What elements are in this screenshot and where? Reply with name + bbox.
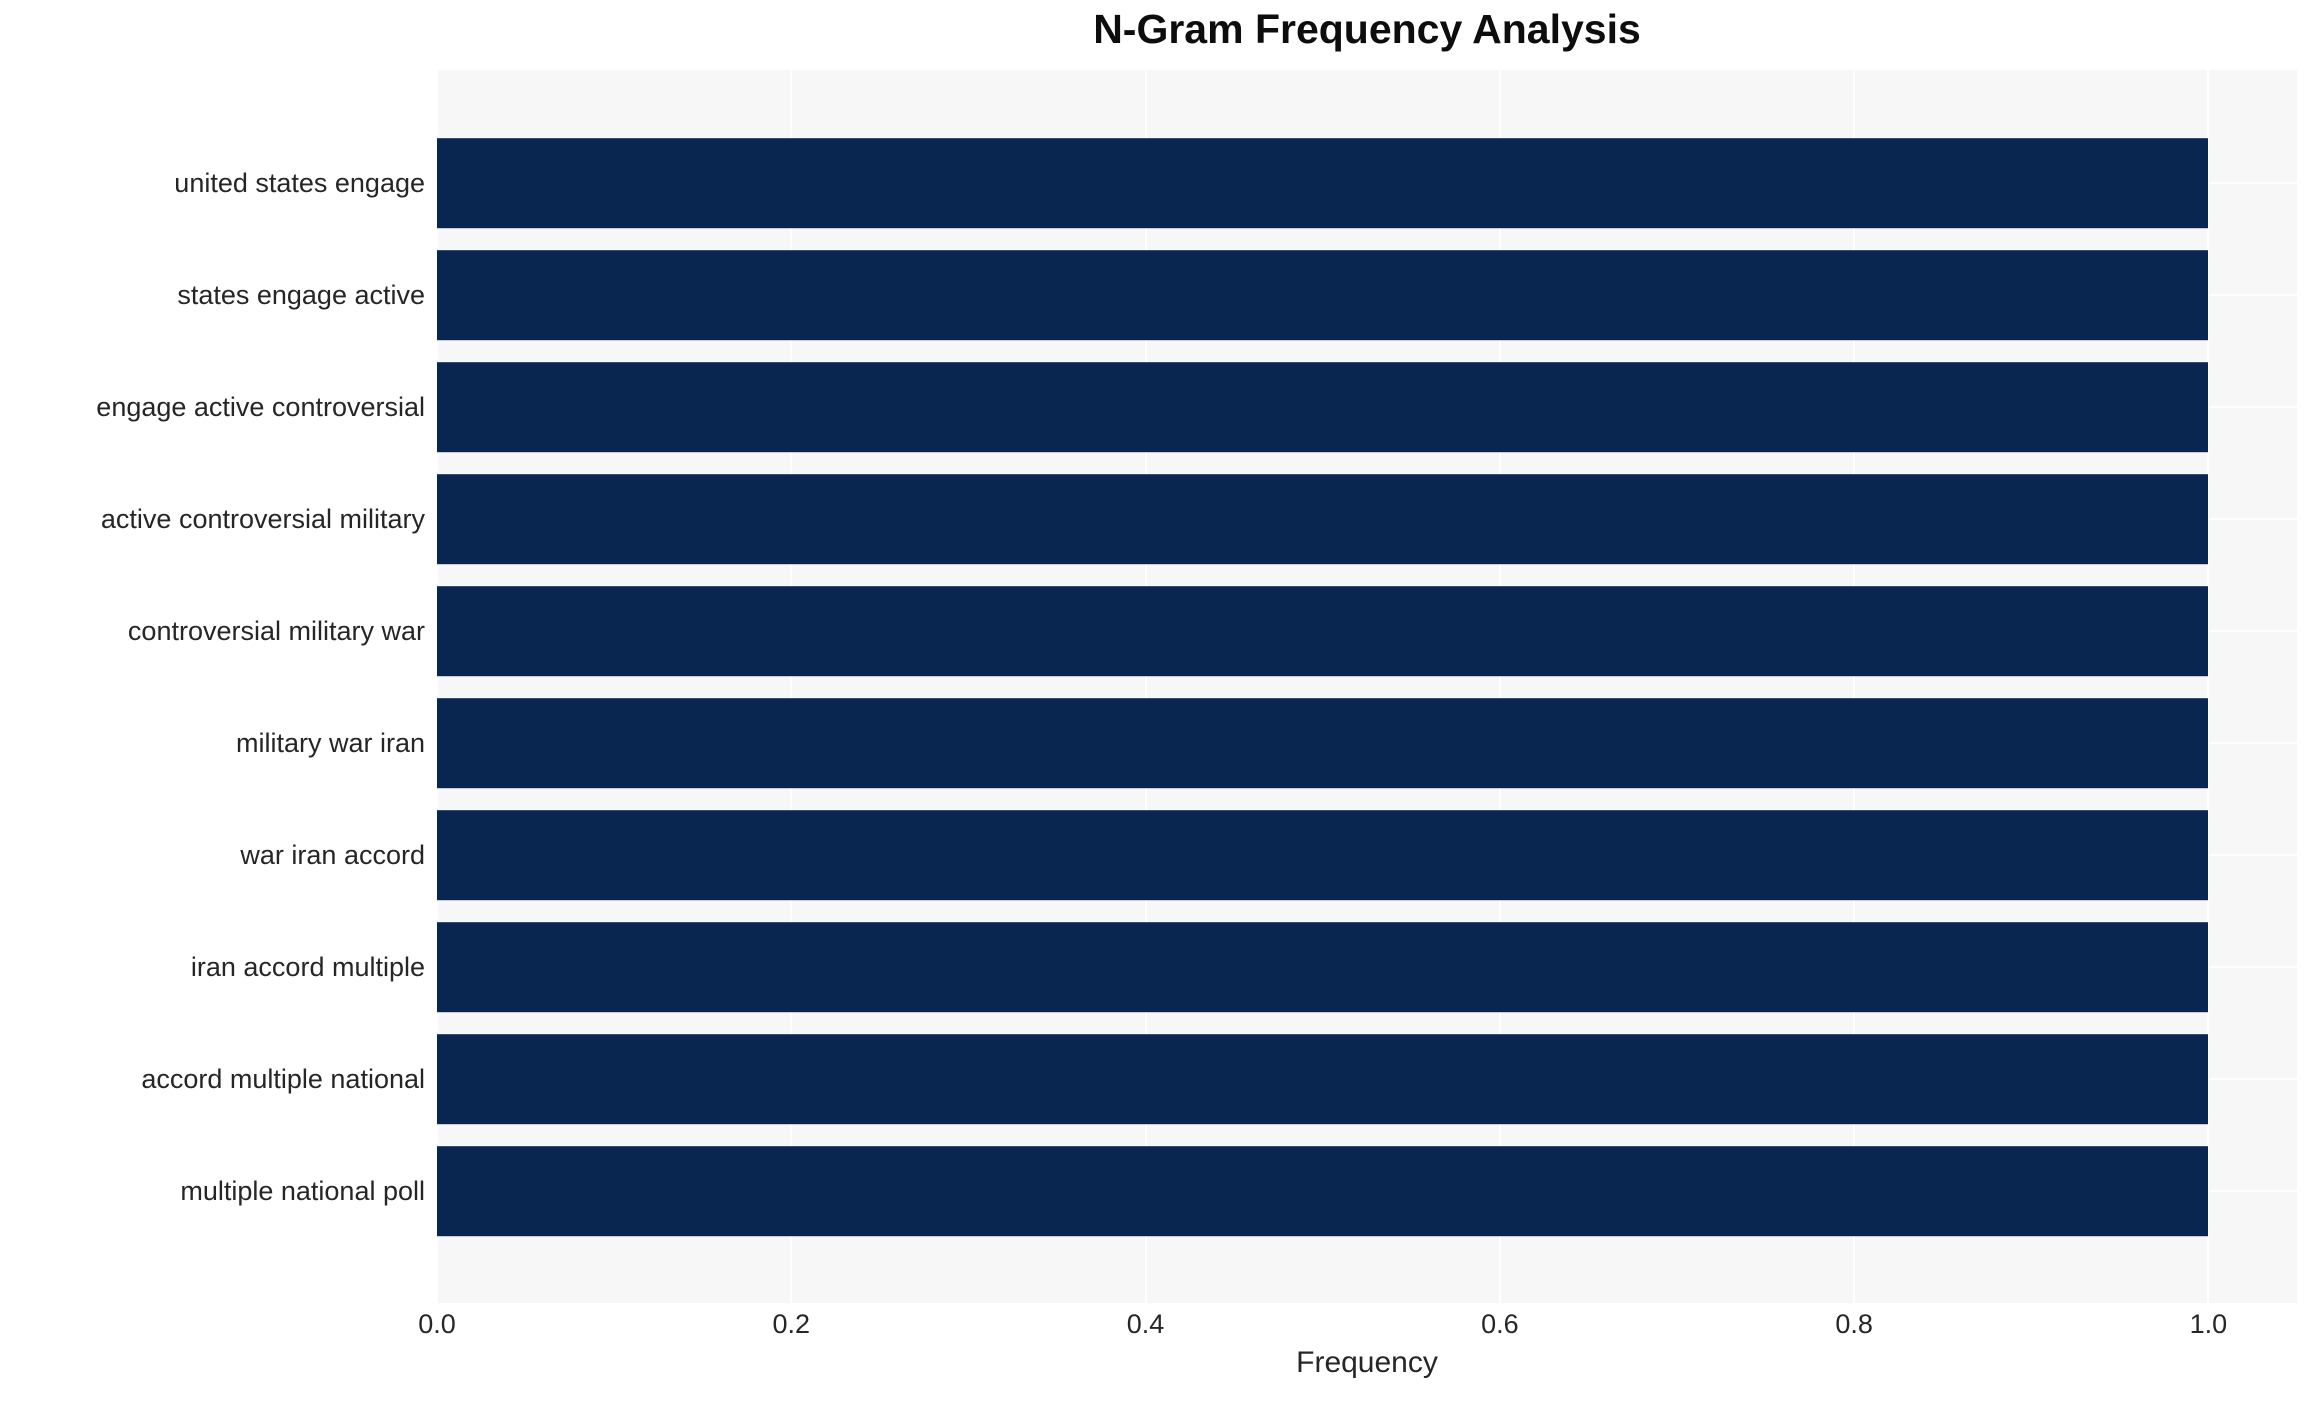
y-tick-label: states engage active (177, 279, 425, 310)
bar-row (437, 127, 2297, 239)
y-tick-label: accord multiple national (141, 1063, 425, 1094)
x-axis-title: Frequency (1296, 1346, 1438, 1379)
x-gridline (1144, 70, 1147, 1303)
bar-military-war-iran (437, 698, 2209, 788)
y-tick-label: united states engage (174, 167, 425, 198)
x-tick-label: 0.6 (1481, 1309, 1519, 1339)
x-gridline (2207, 70, 2210, 1303)
x-tick-label: 1.0 (2189, 1309, 2228, 1339)
x-gridline (1498, 70, 1501, 1303)
y-tick-label: iran accord multiple (190, 951, 425, 982)
bar-row (437, 463, 2297, 575)
bar-accord-multiple-national (437, 1034, 2209, 1124)
x-tick-label: 0.8 (1835, 1309, 1873, 1339)
bar-row (437, 687, 2297, 799)
bar-controversial-military-war (437, 586, 2209, 676)
x-axis-ticks: 0.0 0.2 0.4 0.6 0.8 1.0 (418, 1309, 2297, 1345)
y-tick-label: controversial military war (127, 615, 425, 646)
bar-active-controversial-military (437, 474, 2209, 564)
y-tick-label: military war iran (235, 727, 425, 758)
bar-row (437, 239, 2297, 351)
bar-rows (437, 70, 2297, 1303)
x-gridline (436, 70, 438, 1303)
bar-multiple-national-poll (437, 1146, 2209, 1236)
bar-engage-active-controversial (437, 362, 2209, 452)
bar-row (437, 1135, 2297, 1247)
x-gridline (1853, 70, 1856, 1303)
bar-row (437, 351, 2297, 463)
bar-iran-accord-multiple (437, 922, 2209, 1012)
plot-area (436, 70, 2297, 1303)
bar-row (437, 799, 2297, 911)
x-gridline (790, 70, 793, 1303)
y-tick-label: engage active controversial (96, 391, 425, 422)
x-tick-label: 0.4 (1126, 1309, 1165, 1339)
bar-row (437, 911, 2297, 1023)
bar-row (437, 575, 2297, 687)
y-tick-label: active controversial military (100, 503, 425, 534)
x-tick-label: 0.0 (418, 1309, 456, 1339)
x-tick-label: 0.2 (772, 1309, 811, 1339)
y-tick-label: multiple national poll (180, 1175, 425, 1206)
chart-title: N-Gram Frequency Analysis (1093, 6, 1641, 52)
bar-united-states-engage (437, 138, 2209, 228)
bar-row (437, 1023, 2297, 1135)
bar-war-iran-accord (437, 810, 2209, 900)
bar-states-engage-active (437, 250, 2209, 340)
y-axis-labels: united states engage states engage active… (0, 70, 425, 1303)
y-tick-label: war iran accord (240, 839, 425, 870)
